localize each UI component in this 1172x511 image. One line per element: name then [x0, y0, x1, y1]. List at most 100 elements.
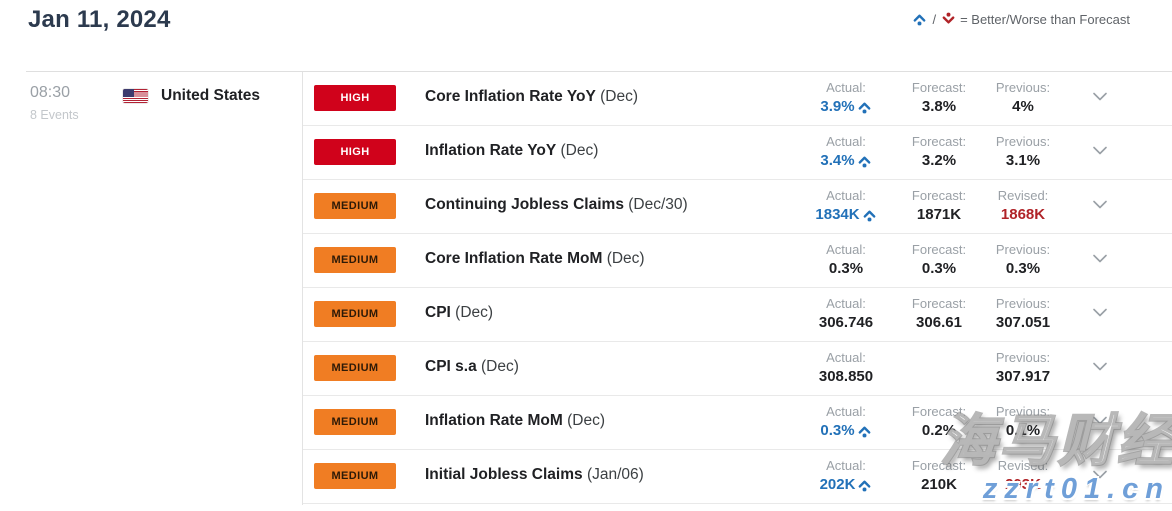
event-period: (Dec) — [606, 250, 645, 267]
actual-value-text: 0.3% — [820, 421, 855, 439]
previous-value-text: 203K — [1005, 475, 1041, 493]
event-title[interactable]: Initial Jobless Claims (Jan/06) — [425, 466, 644, 484]
previous-column: Previous: 3.1% — [968, 134, 1078, 169]
actual-label: Actual: — [826, 404, 866, 419]
chevron-down-icon[interactable] — [1093, 200, 1109, 212]
actual-value-text: 1834K — [815, 205, 860, 223]
chevron-down-icon[interactable] — [1093, 92, 1109, 104]
event-period: (Dec) — [560, 142, 599, 159]
event-title[interactable]: CPI (Dec) — [425, 304, 493, 322]
previous-value: 203K — [968, 475, 1078, 493]
event-period: (Jan/06) — [586, 466, 644, 483]
forecast-column: Forecast: 3.2% — [884, 134, 994, 169]
economic-calendar-table: 08:30 8 Events United States HIGH Core In… — [26, 71, 1172, 511]
chevron-down-icon[interactable] — [1093, 254, 1109, 266]
time-country-column: 08:30 8 Events United States — [26, 72, 303, 505]
forecast-value: 1871K — [884, 205, 994, 223]
event-name: Inflation Rate MoM — [425, 412, 563, 429]
forecast-label: Forecast: — [911, 188, 967, 203]
chevron-down-icon[interactable] — [1093, 416, 1109, 428]
actual-column: Actual: 202K — [791, 458, 901, 493]
previous-value-text: 1868K — [1000, 205, 1046, 223]
event-title[interactable]: Continuing Jobless Claims (Dec/30) — [425, 196, 688, 214]
event-period: (Dec) — [481, 358, 519, 375]
previous-label: Previous: — [995, 134, 1051, 149]
event-row[interactable]: MEDIUM Inflation Rate MoM (Dec) Actual: 0.3… — [303, 396, 1172, 450]
actual-label: Actual: — [826, 458, 866, 473]
event-period: (Dec) — [455, 304, 494, 321]
actual-value-text: 3.4% — [820, 151, 855, 169]
better-arrow-icon — [857, 422, 872, 439]
forecast-value-text: 3.8% — [921, 97, 957, 115]
actual-column: Actual: 306.746 — [791, 296, 901, 331]
event-title[interactable]: Inflation Rate YoY (Dec) — [425, 142, 598, 160]
forecast-label: Forecast: — [911, 80, 967, 95]
actual-column: Actual: 1834K — [791, 188, 901, 223]
chevron-down-icon[interactable] — [1093, 362, 1109, 374]
impact-badge: HIGH — [314, 85, 396, 111]
actual-column: Actual: 0.3% — [791, 404, 901, 439]
forecast-label: Forecast: — [911, 296, 967, 311]
chevron-down-icon[interactable] — [1093, 308, 1109, 320]
event-name: CPI — [425, 304, 451, 321]
impact-badge: MEDIUM — [314, 193, 396, 219]
forecast-value-text: 0.3% — [921, 259, 957, 277]
actual-label: Actual: — [826, 296, 866, 311]
forecast-value-text: 306.61 — [916, 313, 962, 331]
chevron-down-icon[interactable] — [1093, 146, 1109, 158]
event-row[interactable]: MEDIUM Continuing Jobless Claims (Dec/30)… — [303, 180, 1172, 234]
event-title[interactable]: Core Inflation Rate YoY (Dec) — [425, 88, 638, 106]
impact-badge: MEDIUM — [314, 409, 396, 435]
actual-column: Actual: 3.9% — [791, 80, 901, 115]
actual-value: 0.3% — [791, 421, 901, 439]
event-row[interactable]: HIGH Inflation Rate YoY (Dec) Actual: 3.4% F… — [303, 126, 1172, 180]
previous-value: 0.1% — [968, 421, 1078, 439]
better-arrow-icon — [857, 476, 872, 493]
event-row[interactable]: MEDIUM Initial Jobless Claims (Jan/06) Act… — [303, 450, 1172, 504]
forecast-label: Forecast: — [911, 242, 967, 257]
previous-value: 4% — [968, 97, 1078, 115]
better-arrow-icon — [912, 12, 927, 27]
previous-value-text: 3.1% — [1005, 151, 1041, 169]
chevron-down-icon[interactable] — [1093, 470, 1109, 482]
previous-label: Previous: — [995, 350, 1051, 365]
event-row[interactable]: MEDIUM Core Inflation Rate MoM (Dec) Actua… — [303, 234, 1172, 288]
event-period: (Dec/30) — [628, 196, 688, 213]
impact-badge: MEDIUM — [314, 301, 396, 327]
previous-label: Previous: — [995, 296, 1051, 311]
event-row[interactable]: HIGH Core Inflation Rate YoY (Dec) Actual:… — [303, 72, 1172, 126]
actual-column: Actual: 0.3% — [791, 242, 901, 277]
event-name: Inflation Rate YoY — [425, 142, 557, 159]
country-row[interactable]: United States — [122, 87, 260, 105]
better-arrow-icon — [862, 206, 877, 223]
event-title[interactable]: Inflation Rate MoM (Dec) — [425, 412, 605, 430]
forecast-column: Forecast: 3.8% — [884, 80, 994, 115]
actual-value-text: 3.9% — [820, 97, 855, 115]
forecast-column: Forecast: 306.61 — [884, 296, 994, 331]
previous-value-text: 0.3% — [1005, 259, 1041, 277]
event-row[interactable]: MEDIUM CPI s.a (Dec) Actual: 308.850 Previou… — [303, 342, 1172, 396]
previous-value: 307.051 — [968, 313, 1078, 331]
event-row[interactable]: MEDIUM CPI (Dec) Actual: 306.746 Forecast: 30… — [303, 288, 1172, 342]
actual-value-text: 0.3% — [828, 259, 864, 277]
forecast-value: 3.8% — [884, 97, 994, 115]
previous-column: Previous: 0.3% — [968, 242, 1078, 277]
event-title[interactable]: Core Inflation Rate MoM (Dec) — [425, 250, 645, 268]
forecast-value: 210K — [884, 475, 994, 493]
actual-label: Actual: — [826, 188, 866, 203]
legend-text: = Better/Worse than Forecast — [960, 12, 1130, 27]
event-name: Core Inflation Rate MoM — [425, 250, 603, 267]
previous-value-text: 4% — [1012, 97, 1034, 115]
previous-column: Previous: 307.917 — [968, 350, 1078, 385]
event-name: CPI s.a — [425, 358, 477, 375]
event-name: Initial Jobless Claims — [425, 466, 583, 483]
better-arrow-icon — [857, 152, 872, 169]
previous-label: Previous: — [995, 80, 1051, 95]
actual-value: 202K — [791, 475, 901, 493]
forecast-value-text: 3.2% — [921, 151, 957, 169]
event-title[interactable]: CPI s.a (Dec) — [425, 358, 519, 376]
page-title: Jan 11, 2024 — [28, 6, 171, 33]
forecast-value: 0.3% — [884, 259, 994, 277]
previous-value: 3.1% — [968, 151, 1078, 169]
actual-label: Actual: — [826, 134, 866, 149]
